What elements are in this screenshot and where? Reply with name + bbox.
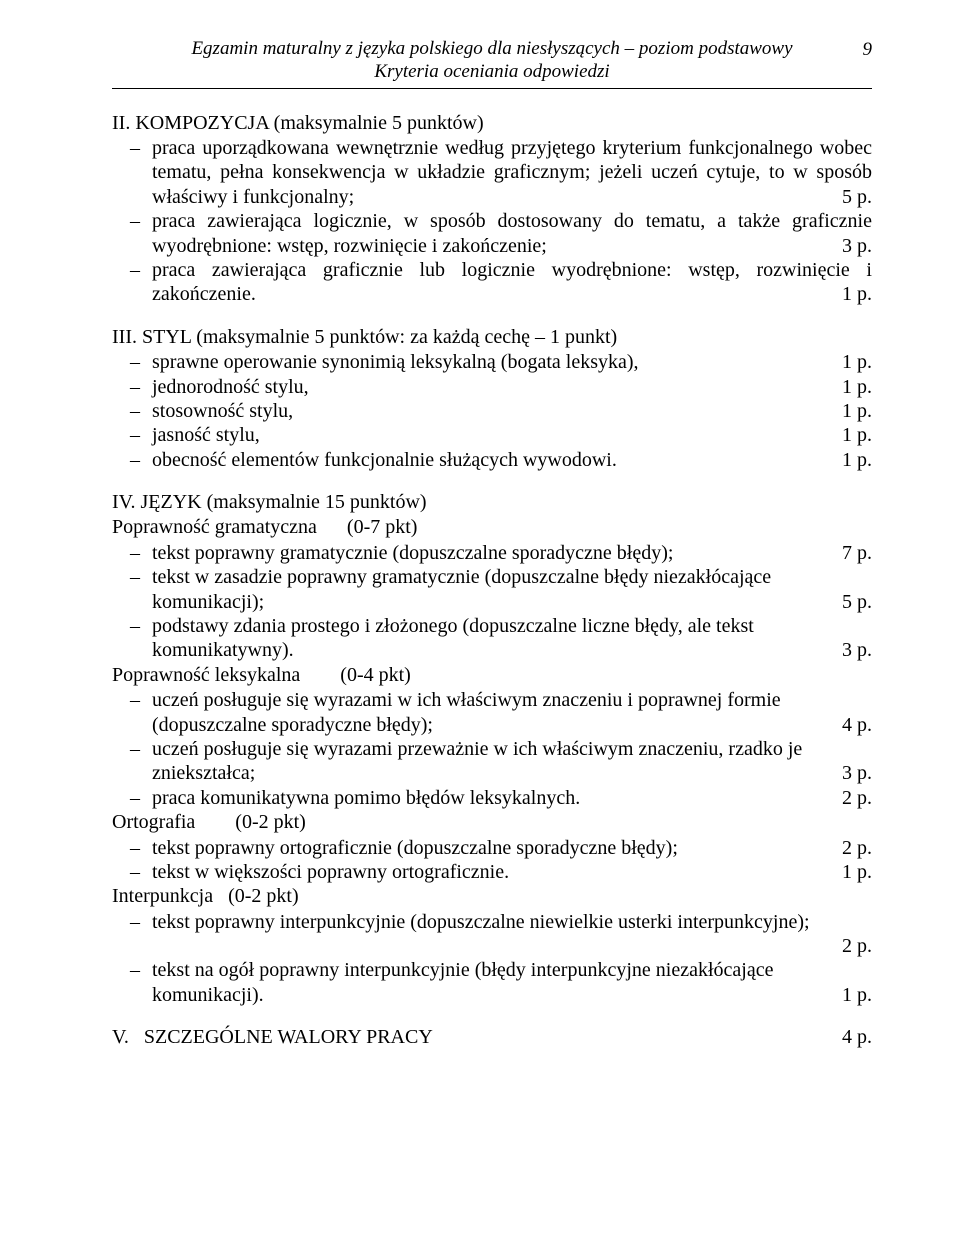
section-v-label: V. SZCZEGÓLNE WALORY PRACY — [112, 1025, 842, 1049]
subhead-interpunkcja: Interpunkcja (0-2 pkt) — [112, 884, 872, 908]
item-points: 1 p. — [842, 983, 872, 1007]
item-points: 1 p. — [842, 350, 872, 374]
list-leksykalna: uczeń posługuje się wyrazami w ich właśc… — [112, 688, 872, 810]
header-rule — [112, 88, 872, 89]
subhead-gramatyczna: Poprawność gramatyczna (0-7 pkt) — [112, 515, 872, 539]
list-item: obecność elementów funkcjonalnie służący… — [112, 448, 872, 472]
page: Egzamin maturalny z języka polskiego dla… — [0, 0, 960, 1233]
section-ii-heading: II. KOMPOZYCJA (maksymalnie 5 punktów) — [112, 111, 872, 135]
list-item: stosowność stylu,1 p. — [112, 399, 872, 423]
list-item: tekst poprawny ortograficznie (dopuszcza… — [112, 836, 872, 860]
list-item: uczeń posługuje się wyrazami przeważnie … — [112, 737, 872, 786]
running-header: Egzamin maturalny z języka polskiego dla… — [112, 38, 872, 84]
list-item: praca uporządkowana wewnętrznie według p… — [112, 136, 872, 209]
list-ortografia: tekst poprawny ortograficznie (dopuszcza… — [112, 836, 872, 885]
header-line-2: Kryteria oceniania odpowiedzi — [112, 61, 872, 84]
list-item: praca zawierająca graficznie lub logiczn… — [112, 258, 872, 307]
item-points: 2 p. — [842, 786, 872, 810]
list-item: tekst w większości poprawny ortograficzn… — [112, 860, 872, 884]
section-iv-heading: IV. JĘZYK (maksymalnie 15 punktów) — [112, 490, 872, 514]
item-points: 2 p. — [842, 934, 872, 958]
item-points: 1 p. — [842, 399, 872, 423]
section-ii-list: praca uporządkowana wewnętrznie według p… — [112, 136, 872, 307]
list-item: sprawne operowanie synonimią leksykalną … — [112, 350, 872, 374]
section-iii: III. STYL (maksymalnie 5 punktów: za każ… — [112, 325, 872, 472]
item-text: praca zawierająca logicznie, w sposób do… — [152, 209, 872, 258]
page-number: 9 — [863, 38, 873, 61]
list-gramatyczna: tekst poprawny gramatycznie (dopuszczaln… — [112, 541, 872, 663]
item-points: 1 p. — [842, 860, 872, 884]
item-points: 5 p. — [842, 185, 872, 209]
item-text: praca uporządkowana wewnętrznie według p… — [152, 136, 872, 209]
list-item: praca komunikatywna pomimo błędów leksyk… — [112, 786, 872, 810]
subhead-leksykalna: Poprawność leksykalna (0-4 pkt) — [112, 663, 872, 687]
item-points: 1 p. — [842, 448, 872, 472]
item-points: 1 p. — [842, 282, 872, 306]
item-points: 7 p. — [842, 541, 872, 565]
item-points: 5 p. — [842, 590, 872, 614]
list-item: praca zawierająca logicznie, w sposób do… — [112, 209, 872, 258]
list-item: tekst poprawny gramatycznie (dopuszczaln… — [112, 541, 872, 565]
section-v-points: 4 p. — [842, 1025, 872, 1049]
section-iii-heading: III. STYL (maksymalnie 5 punktów: za każ… — [112, 325, 872, 349]
list-item: tekst w zasadzie poprawny gramatycznie (… — [112, 565, 872, 614]
item-points: 3 p. — [842, 234, 872, 258]
item-points: 2 p. — [842, 836, 872, 860]
list-item: tekst na ogół poprawny interpunkcyjnie (… — [112, 958, 872, 1007]
section-v: V. SZCZEGÓLNE WALORY PRACY 4 p. — [112, 1025, 872, 1049]
section-iii-list: sprawne operowanie synonimią leksykalną … — [112, 350, 872, 472]
list-interpunkcja: tekst poprawny interpunkcyjnie (dopuszcz… — [112, 910, 872, 1008]
header-line-1: Egzamin maturalny z języka polskiego dla… — [112, 38, 872, 61]
section-iv: IV. JĘZYK (maksymalnie 15 punktów) Popra… — [112, 490, 872, 1007]
list-item: podstawy zdania prostego i złożonego (do… — [112, 614, 872, 663]
item-text: praca zawierająca graficznie lub logiczn… — [152, 258, 872, 307]
subhead-ortografia: Ortografia (0-2 pkt) — [112, 810, 872, 834]
item-points: 3 p. — [842, 761, 872, 785]
item-points: 1 p. — [842, 423, 872, 447]
list-item: jednorodność stylu,1 p. — [112, 375, 872, 399]
item-points: 4 p. — [842, 713, 872, 737]
item-points: 1 p. — [842, 375, 872, 399]
list-item: tekst poprawny interpunkcyjnie (dopuszcz… — [112, 910, 872, 959]
item-points: 3 p. — [842, 638, 872, 662]
list-item: jasność stylu,1 p. — [112, 423, 872, 447]
list-item: uczeń posługuje się wyrazami w ich właśc… — [112, 688, 872, 737]
section-ii: II. KOMPOZYCJA (maksymalnie 5 punktów) p… — [112, 111, 872, 307]
